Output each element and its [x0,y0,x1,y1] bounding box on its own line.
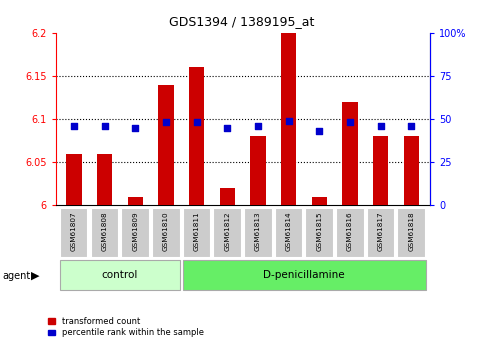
FancyBboxPatch shape [90,207,118,257]
FancyBboxPatch shape [244,207,271,257]
FancyBboxPatch shape [275,207,302,257]
Point [101,123,109,129]
Bar [220,188,235,205]
FancyBboxPatch shape [152,207,180,257]
Text: GSM61809: GSM61809 [132,211,138,250]
FancyBboxPatch shape [336,207,364,257]
Text: GDS1394 / 1389195_at: GDS1394 / 1389195_at [169,16,314,29]
Point [254,123,262,129]
Text: GSM61813: GSM61813 [255,211,261,250]
Point [285,118,293,124]
Text: GSM61817: GSM61817 [378,211,384,250]
Text: GSM61812: GSM61812 [225,211,230,250]
Text: GSM61814: GSM61814 [286,211,292,250]
Bar [97,154,113,205]
Legend: transformed count, percentile rank within the sample: transformed count, percentile rank withi… [48,317,204,337]
FancyBboxPatch shape [60,260,180,290]
Text: GSM61818: GSM61818 [409,211,414,250]
Text: agent: agent [2,271,30,281]
Point [131,125,139,130]
Text: ▶: ▶ [30,271,39,281]
Bar [128,197,143,205]
Text: control: control [102,270,138,280]
FancyBboxPatch shape [60,207,87,257]
Text: GSM61807: GSM61807 [71,211,77,250]
Bar [404,136,419,205]
Text: GSM61816: GSM61816 [347,211,353,250]
Bar [250,136,266,205]
Text: GSM61811: GSM61811 [194,211,199,250]
Point [193,120,200,125]
Bar [66,154,82,205]
Text: D-penicillamine: D-penicillamine [263,270,345,280]
Point [162,120,170,125]
Bar [312,197,327,205]
FancyBboxPatch shape [305,207,333,257]
FancyBboxPatch shape [121,207,149,257]
Text: GSM61808: GSM61808 [101,211,108,250]
Bar [158,85,174,205]
Point [224,125,231,130]
FancyBboxPatch shape [183,207,210,257]
Point [346,120,354,125]
Point [315,128,323,134]
FancyBboxPatch shape [367,207,394,257]
Bar [189,67,204,205]
Bar [342,102,358,205]
Bar [373,136,388,205]
FancyBboxPatch shape [398,207,425,257]
Point [408,123,415,129]
Bar [281,33,297,205]
FancyBboxPatch shape [213,207,241,257]
Point [377,123,384,129]
Text: GSM61810: GSM61810 [163,211,169,250]
Text: GSM61815: GSM61815 [316,211,323,250]
Point [70,123,78,129]
FancyBboxPatch shape [183,260,426,290]
